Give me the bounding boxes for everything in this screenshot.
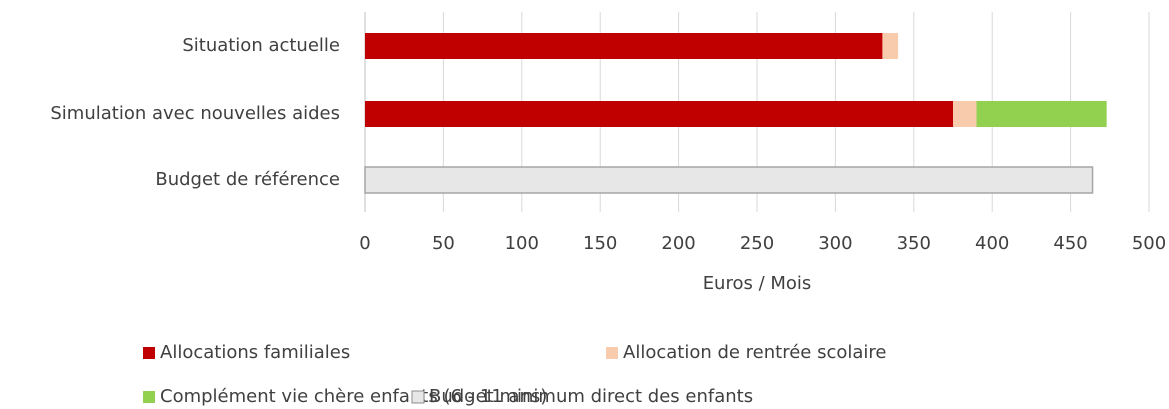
legend-swatch [606,347,618,359]
x-tick-label: 300 [818,233,852,254]
y-tick-label: Situation actuelle [182,35,340,56]
x-tick-label: 200 [661,233,695,254]
legend-label: Budget minimum direct des enfants [429,386,753,407]
bar-segment [882,33,899,59]
bar-segment [364,166,1094,194]
x-axis-label: Euros / Mois [703,273,812,294]
bar-segment [365,101,953,127]
x-tick-label: 100 [505,233,539,254]
x-tick-label: 350 [897,233,931,254]
legend-swatch [143,391,155,403]
x-tick-label: 250 [740,233,774,254]
x-tick-label: 500 [1132,233,1166,254]
y-tick-label: Budget de référence [155,169,340,190]
bar-segment [365,33,883,59]
x-tick-label: 450 [1053,233,1087,254]
legend-swatch [143,347,155,359]
legend-label: Complément vie chère enfants (6 - 11 ans… [160,386,547,407]
y-tick-label: Simulation avec nouvelles aides [50,103,340,124]
x-tick-label: 400 [975,233,1009,254]
legend-swatch [411,390,425,404]
x-tick-label: 50 [432,233,455,254]
bar-segment [976,101,1107,127]
x-tick-label: 150 [583,233,617,254]
bar-segment [953,101,977,127]
x-tick-label: 0 [359,233,370,254]
legend-label: Allocation de rentrée scolaire [623,342,887,363]
legend-label: Allocations familiales [160,342,350,363]
